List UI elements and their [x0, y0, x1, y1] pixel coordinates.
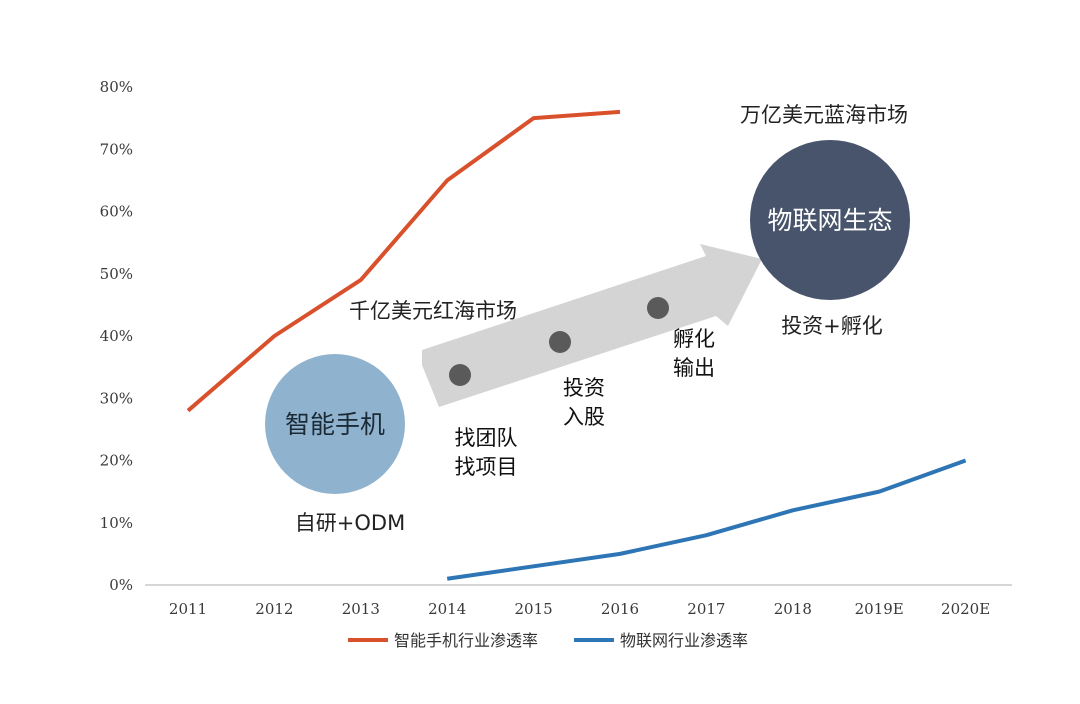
legend: 智能手机行业渗透率 物联网行业渗透率	[348, 631, 748, 650]
iot-caption: 投资+孵化	[781, 314, 883, 338]
iot-penetration-line	[446, 458, 967, 581]
iot-circle-label: 物联网生态	[767, 206, 892, 235]
x-tick-label: 2015	[515, 600, 553, 618]
y-axis-ticks: 0% 10% 20% 30% 40% 50% 60% 70% 80%	[100, 78, 133, 594]
blue-market-label: 万亿美元蓝海市场	[740, 103, 908, 127]
step3-line1: 孵化	[673, 327, 715, 351]
x-tick-label: 2017	[687, 600, 725, 618]
legend-label-smartphone: 智能手机行业渗透率	[394, 631, 538, 650]
x-axis-ticks: 2011 2012 2013 2014 2015 2016 2017 2018 2019E 202…	[169, 600, 990, 618]
step1-line2: 找项目	[455, 455, 518, 479]
x-tick-label: 2012	[255, 600, 293, 618]
y-tick-label: 30%	[100, 389, 133, 407]
x-tick-label: 2016	[601, 600, 639, 618]
x-tick-label: 2018	[774, 600, 812, 618]
step2-line1: 投资	[563, 376, 605, 400]
step-dot-2	[549, 331, 571, 353]
y-tick-label: 80%	[100, 78, 133, 96]
step1-line1: 找团队	[455, 426, 518, 450]
step-dot-3	[647, 297, 669, 319]
iot-circle	[750, 140, 910, 300]
y-tick-label: 70%	[100, 140, 133, 158]
smartphone-penetration-line	[186, 109, 621, 413]
x-tick-label: 2013	[342, 600, 380, 618]
x-tick-label: 2019E	[855, 600, 904, 618]
y-tick-label: 50%	[100, 265, 133, 283]
growth-arrow	[422, 244, 762, 407]
y-tick-label: 40%	[100, 327, 133, 345]
red-market-label: 千亿美元红海市场	[349, 299, 517, 323]
step2-line2: 入股	[563, 405, 605, 429]
y-tick-label: 10%	[100, 514, 133, 532]
x-tick-label: 2014	[428, 600, 466, 618]
series-layer	[186, 109, 967, 581]
smartphone-circle-label: 智能手机	[285, 410, 385, 439]
legend-label-iot: 物联网行业渗透率	[620, 631, 748, 650]
smartphone-caption: 自研+ODM	[295, 511, 405, 535]
x-tick-label: 2020E	[941, 600, 990, 618]
y-tick-label: 20%	[100, 452, 133, 470]
y-tick-label: 0%	[109, 576, 133, 594]
x-tick-label: 2011	[169, 600, 207, 618]
step3-line2: 输出	[673, 356, 715, 380]
y-tick-label: 60%	[100, 203, 133, 221]
smartphone-circle	[265, 354, 405, 494]
step-dot-1	[449, 364, 471, 386]
